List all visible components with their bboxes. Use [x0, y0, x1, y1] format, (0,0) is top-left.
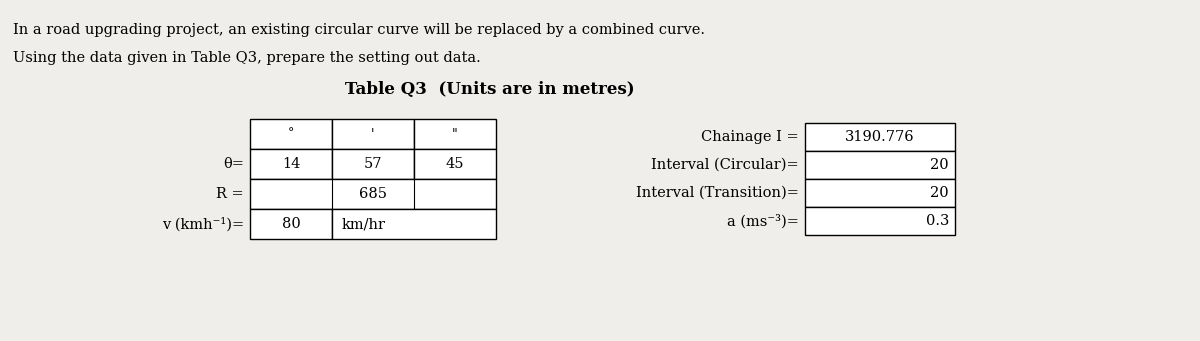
Bar: [805, 151, 955, 179]
Text: 20: 20: [930, 158, 949, 172]
Bar: [332, 119, 414, 149]
Bar: [805, 207, 955, 235]
Text: Chainage I =: Chainage I =: [701, 130, 799, 144]
Text: 45: 45: [445, 157, 464, 171]
Text: 80: 80: [282, 217, 300, 231]
Text: v (kmh⁻¹)=: v (kmh⁻¹)=: [162, 217, 244, 231]
Text: Interval (Circular)=: Interval (Circular)=: [652, 158, 799, 172]
Text: 57: 57: [364, 157, 383, 171]
Bar: [250, 209, 332, 239]
Text: km/hr: km/hr: [342, 217, 386, 231]
Bar: [414, 149, 496, 179]
Text: Table Q3  (Units are in metres): Table Q3 (Units are in metres): [346, 81, 635, 98]
Bar: [250, 179, 496, 209]
Text: ': ': [371, 128, 374, 140]
Text: 3190.776: 3190.776: [845, 130, 914, 144]
Bar: [414, 119, 496, 149]
Text: a (ms⁻³)=: a (ms⁻³)=: [727, 214, 799, 228]
Text: R =: R =: [216, 187, 244, 201]
Text: 14: 14: [282, 157, 300, 171]
Text: θ=: θ=: [223, 157, 244, 171]
Text: In a road upgrading project, an existing circular curve will be replaced by a co: In a road upgrading project, an existing…: [13, 23, 706, 37]
Bar: [805, 123, 955, 151]
Text: 685: 685: [359, 187, 386, 201]
Bar: [332, 209, 496, 239]
Text: 0.3: 0.3: [925, 214, 949, 228]
Text: ": ": [452, 128, 458, 140]
Bar: [332, 149, 414, 179]
Bar: [250, 149, 332, 179]
Bar: [250, 119, 332, 149]
Text: Interval (Transition)=: Interval (Transition)=: [636, 186, 799, 200]
Text: Using the data given in Table Q3, prepare the setting out data.: Using the data given in Table Q3, prepar…: [13, 51, 481, 65]
Text: °: °: [288, 128, 294, 140]
Text: 20: 20: [930, 186, 949, 200]
Bar: [805, 179, 955, 207]
